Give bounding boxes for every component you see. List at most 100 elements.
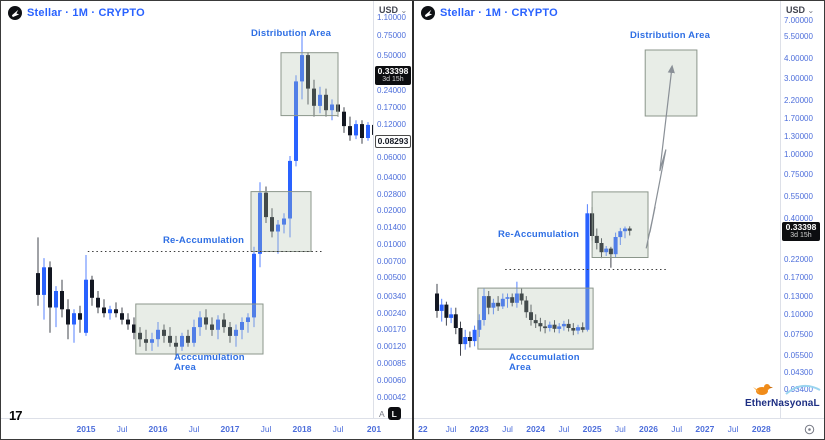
- currency-selector-right[interactable]: USD ⌄: [786, 5, 814, 15]
- time-tick: Jul: [671, 424, 683, 434]
- last-price-badge-right: 0.33398 3d 15h: [782, 222, 820, 241]
- candle-body: [463, 337, 468, 345]
- candle-body: [312, 88, 316, 106]
- price-tick: 4.00000: [784, 54, 813, 64]
- currency-label: USD: [379, 5, 399, 15]
- time-axis-right[interactable]: 22 Jul 2023 Jul 2024 Jul 2025 Jul 2026 Jul 2027 Jul…: [414, 418, 824, 439]
- candle-body: [36, 273, 40, 295]
- price-tick: 0.24000: [377, 86, 406, 96]
- reaccumulation-label: Re-Accumulation: [498, 229, 580, 240]
- time-tick: Jul: [260, 424, 272, 434]
- zone-re-accumulation[interactable]: [250, 191, 312, 253]
- reaccumulation-label: Re-Accumulation: [163, 235, 245, 246]
- candle-body: [533, 320, 538, 324]
- candle-body: [108, 309, 112, 314]
- price-tick: 1.00000: [784, 150, 813, 160]
- candle-body: [477, 320, 482, 330]
- price-tick: 0.07500: [784, 329, 813, 339]
- price-tick: 1.30000: [784, 132, 813, 142]
- price-axis-right[interactable]: USD ⌄ 0.33398 3d 15h 7.00000 5.50000 4.000…: [780, 1, 824, 421]
- price-tick: 0.04300: [784, 368, 813, 378]
- candle-body: [84, 279, 88, 333]
- candle-body: [435, 293, 439, 311]
- currency-selector-left[interactable]: USD ⌄: [379, 5, 407, 15]
- price-tick: 0.40000: [784, 213, 813, 223]
- currency-label: USD: [786, 5, 806, 15]
- zone-acccumulation-area[interactable]: [477, 287, 594, 350]
- price-tick: 0.00120: [377, 342, 406, 352]
- candle-body: [186, 335, 190, 343]
- log-scale-button[interactable]: L: [387, 407, 401, 420]
- accumulation-label: Acccumulation Area: [509, 353, 580, 373]
- candle-body: [491, 302, 496, 308]
- price-axis-left[interactable]: USD ⌄ 0.33398 3d 15h 0.08293 A L 1.10000…: [373, 1, 412, 421]
- time-tick: Jul: [332, 424, 344, 434]
- price-tick: 0.01400: [377, 223, 406, 233]
- tradingview-logo-icon[interactable]: 17: [9, 408, 23, 423]
- time-tick: 2026: [639, 424, 658, 434]
- candle-body: [210, 324, 214, 330]
- price-tick: 0.10000: [784, 309, 813, 319]
- candle-body: [618, 231, 623, 238]
- candle-body: [585, 213, 590, 330]
- auto-scale-button[interactable]: A: [379, 408, 385, 419]
- accumulation-label-line1: Acccumulation: [174, 352, 245, 363]
- candle-body: [561, 323, 566, 327]
- zone-acccumulation-area[interactable]: [135, 303, 264, 355]
- time-tick: 201: [366, 424, 382, 434]
- candle-body: [472, 329, 477, 342]
- candle-body: [500, 298, 505, 307]
- candle-body: [604, 248, 609, 253]
- candle-body: [324, 94, 328, 111]
- price-tick: 0.55000: [784, 191, 813, 201]
- zone-re-accumulation[interactable]: [591, 191, 649, 258]
- zone-distribution-area[interactable]: [280, 52, 339, 117]
- candle-body: [566, 323, 571, 328]
- price-tick: 0.00340: [377, 291, 406, 301]
- time-tick: 2028: [751, 424, 771, 434]
- time-tick: 2024: [526, 424, 546, 434]
- candlestick-plot-left[interactable]: [1, 1, 374, 421]
- chart-legend-right[interactable]: Stellar · 1M · CRYPTO: [421, 6, 558, 20]
- price-tick: 0.00085: [377, 358, 406, 368]
- chevron-down-icon: ⌄: [400, 6, 408, 15]
- projection-arrow[interactable]: [645, 64, 675, 249]
- price-tick: 0.02000: [377, 206, 406, 216]
- time-axis-left[interactable]: 2015 Jul 2016 Jul 2017 Jul 2018 Jul 201: [1, 418, 412, 439]
- last-price-value: 0.33398: [785, 222, 817, 232]
- candles-layer: [36, 33, 374, 356]
- chart-panel-right: Stellar · 1M · CRYPTO Distribution Area …: [414, 1, 824, 439]
- stellar-logo-icon: [8, 6, 22, 20]
- bar-countdown: 3d 15h: [382, 76, 404, 83]
- candle-body: [330, 104, 334, 111]
- price-tick: 5.50000: [784, 32, 813, 42]
- price-tick: 0.12000: [377, 119, 406, 129]
- candle-body: [524, 300, 529, 313]
- candles-layer: [435, 204, 632, 356]
- candle-body: [246, 317, 250, 322]
- candle-body: [547, 324, 552, 328]
- candle-body: [78, 313, 82, 320]
- candle-body: [366, 124, 370, 138]
- candle-body: [132, 324, 136, 333]
- candle-body: [90, 279, 94, 298]
- zone-distribution-area[interactable]: [644, 49, 698, 117]
- gear-icon[interactable]: [804, 422, 815, 439]
- price-tick: 0.00240: [377, 308, 406, 318]
- time-tick: Jul: [445, 424, 457, 434]
- candle-body: [102, 307, 106, 314]
- candle-body: [258, 192, 262, 254]
- candle-body: [156, 329, 160, 340]
- candle-body: [514, 293, 519, 303]
- symbol-title: Stellar · 1M · CRYPTO: [440, 7, 558, 19]
- accumulation-label-line2: Area: [509, 362, 531, 373]
- chart-legend-left[interactable]: Stellar · 1M · CRYPTO: [8, 6, 145, 20]
- panel-divider: [412, 1, 414, 439]
- candle-body: [348, 126, 352, 136]
- price-tick: 0.05500: [784, 351, 813, 361]
- candles-svg-left: [36, 33, 374, 356]
- time-tick: Jul: [116, 424, 128, 434]
- candle-body: [42, 267, 46, 295]
- candlestick-plot-right[interactable]: [414, 1, 781, 421]
- stellar-logo-icon: [421, 6, 435, 20]
